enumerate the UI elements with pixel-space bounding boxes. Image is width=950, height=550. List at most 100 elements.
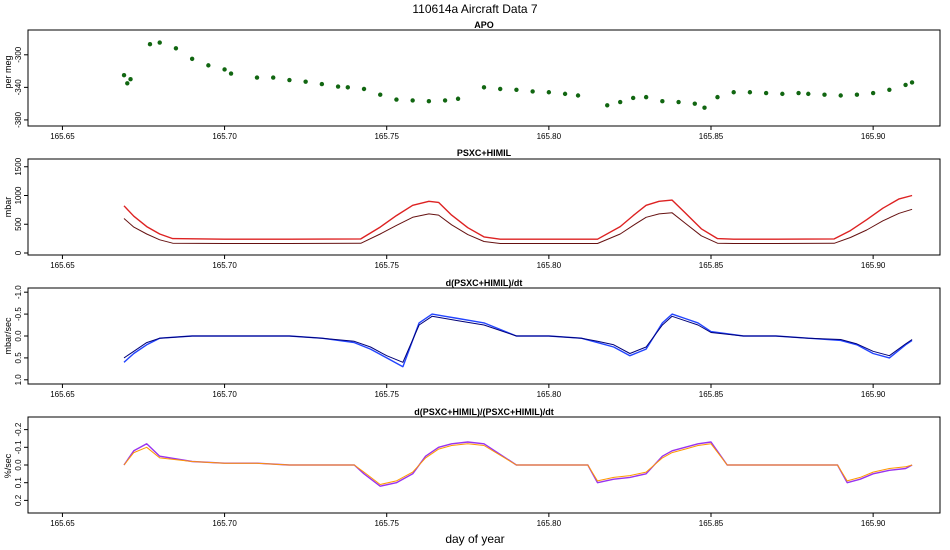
x-tick-label: 165.90 — [861, 132, 886, 141]
x-tick-label: 165.65 — [50, 132, 75, 141]
x-tick-label: 165.85 — [699, 390, 724, 399]
data-point — [442, 98, 448, 103]
x-tick-label: 165.90 — [861, 519, 886, 528]
data-point — [530, 89, 535, 94]
data-point — [747, 90, 753, 95]
data-point — [630, 95, 636, 101]
data-point — [335, 84, 341, 89]
x-tick-label: 165.65 — [50, 261, 75, 270]
y-tick-label: -0.2 — [14, 422, 23, 436]
data-point — [361, 86, 367, 92]
figure-x-axis-label: day of year — [445, 532, 504, 546]
data-point — [147, 42, 153, 47]
x-tick-label: 165.65 — [50, 519, 75, 528]
data-point — [125, 81, 130, 86]
data-point — [157, 40, 162, 45]
x-tick-label: 165.80 — [537, 390, 562, 399]
panel-deriv: d(PSXC+HIMIL)/dt mbar/sec 165.65 165.70 16… — [3, 278, 941, 399]
data-point — [731, 90, 736, 95]
data-point — [410, 98, 415, 103]
data-point — [562, 91, 568, 97]
y-tick-label: 1.0 — [14, 374, 23, 386]
data-point — [702, 105, 707, 110]
panel-rel: d(PSXC+HIMIL)/(PSXC+HIMIL)/dt %/sec 165.… — [3, 407, 941, 528]
x-tick-label: 165.85 — [699, 519, 724, 528]
y-tick-label: -300 — [14, 46, 23, 63]
plot-data-layer — [123, 313, 913, 368]
figure-title: 110614a Aircraft Data 7 — [412, 2, 538, 16]
y-tick-label: -0.1 — [14, 440, 23, 454]
x-tick-label: 165.75 — [374, 519, 399, 528]
data-point — [903, 82, 908, 88]
x-tick-label: 165.75 — [374, 261, 399, 270]
data-point — [660, 99, 665, 104]
data-point — [394, 97, 399, 102]
data-point — [121, 72, 127, 78]
y-tick-label: 0.0 — [14, 330, 23, 342]
data-point — [909, 80, 915, 85]
series-line — [123, 194, 913, 240]
series-line — [123, 443, 913, 485]
y-tick-label: 0.2 — [14, 494, 23, 506]
plot-data-layer — [121, 40, 915, 110]
x-tick-label: 165.85 — [699, 132, 724, 141]
y-tick-label: 1000 — [14, 186, 23, 204]
x-tick-label: 165.80 — [537, 519, 562, 528]
data-point — [498, 86, 503, 92]
plot-frame — [27, 158, 941, 256]
data-point — [228, 71, 234, 76]
data-point — [546, 90, 552, 95]
y-tick-label: 0.5 — [14, 352, 23, 364]
panel-psxc-ylabel: mbar — [3, 197, 13, 218]
data-point — [822, 92, 827, 97]
x-tick-label: 165.85 — [699, 261, 724, 270]
panel-apo-ylabel: per meg — [3, 55, 13, 88]
x-tick-label: 165.65 — [50, 390, 75, 399]
x-tick-label: 165.70 — [212, 132, 237, 141]
x-tick-label: 165.70 — [212, 519, 237, 528]
data-point — [854, 92, 860, 97]
data-point — [887, 87, 892, 93]
data-point — [870, 90, 876, 96]
panel-psxc-plot: 165.65 165.70 165.75 165.80 165.85 165.90 0 500… — [14, 157, 941, 270]
plot-data-layer — [123, 194, 913, 244]
panel-deriv-plot: 165.65 165.70 165.75 165.80 165.85 165.90 -1.0… — [14, 285, 941, 399]
data-point — [345, 85, 350, 90]
data-point — [643, 94, 649, 100]
plot-data-layer — [123, 441, 913, 487]
data-point — [676, 99, 681, 105]
panel-apo: APO per meg 165.65 165.70 165.75 165.80 165.… — [3, 20, 941, 141]
data-point — [287, 77, 292, 83]
data-point — [692, 101, 697, 106]
data-point — [575, 93, 581, 98]
y-tick-label: 1500 — [14, 157, 23, 175]
y-tick-label: -380 — [14, 111, 23, 128]
y-tick-label: 0.0 — [14, 459, 23, 471]
data-point — [763, 90, 769, 96]
data-point — [618, 99, 623, 105]
series-line — [123, 208, 913, 244]
y-tick-label: 0.1 — [14, 477, 23, 489]
panel-deriv-title: d(PSXC+HIMIL)/dt — [446, 278, 523, 288]
x-tick-label: 165.80 — [537, 132, 562, 141]
data-point — [303, 79, 308, 84]
x-tick-label: 165.90 — [861, 390, 886, 399]
data-point — [806, 91, 811, 97]
data-point — [796, 90, 801, 96]
data-point — [605, 103, 610, 108]
data-point — [254, 75, 260, 80]
panel-psxc-title: PSXC+HIMIL — [457, 148, 512, 158]
data-point — [514, 87, 519, 93]
panel-rel-ylabel: %/sec — [3, 453, 13, 478]
plot-frame — [27, 29, 941, 127]
data-point — [780, 91, 785, 97]
x-tick-label: 165.90 — [861, 261, 886, 270]
data-point — [715, 94, 720, 100]
data-point — [128, 77, 133, 82]
x-tick-label: 165.75 — [374, 390, 399, 399]
data-point — [455, 96, 461, 101]
panel-rel-title: d(PSXC+HIMIL)/(PSXC+HIMIL)/dt — [414, 407, 554, 417]
panel-deriv-ylabel: mbar/sec — [3, 317, 13, 355]
panel-apo-plot: 165.65 165.70 165.75 165.80 165.85 165.90 -300… — [14, 29, 941, 141]
